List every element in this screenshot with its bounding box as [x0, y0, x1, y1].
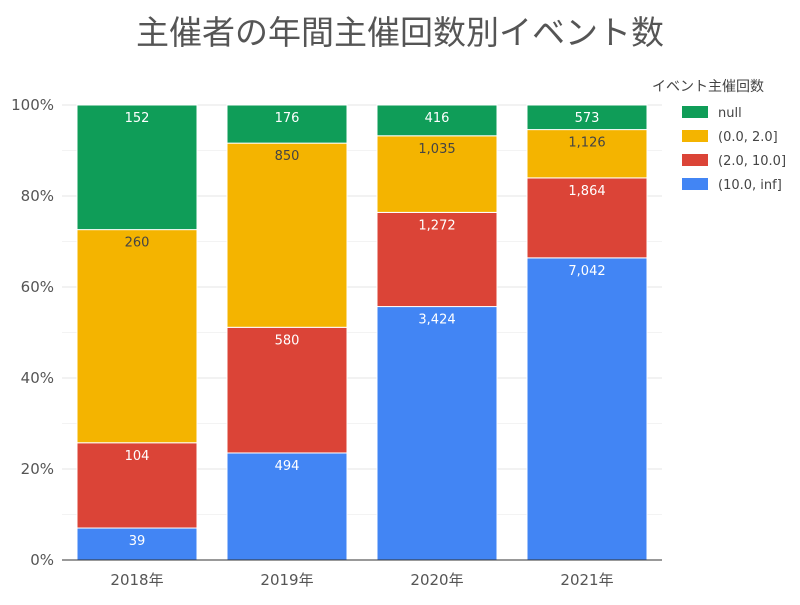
y-tick-label: 20%: [21, 460, 54, 478]
y-tick-label: 60%: [21, 278, 54, 296]
legend: イベント主催回数 null (0.0, 2.0] (2.0, 10.0] (10.0, …: [652, 79, 786, 193]
bar-segment: [226, 452, 348, 561]
data-label: 573: [575, 111, 600, 126]
bar-segment: [76, 229, 198, 444]
legend-label: (2.0, 10.0]: [718, 154, 786, 169]
data-label: 850: [275, 149, 300, 164]
data-label: 152: [125, 111, 150, 126]
bar-segment: [526, 104, 648, 131]
bar-segment: [526, 257, 648, 561]
bar-segment: [226, 104, 348, 144]
data-label: 580: [275, 333, 300, 348]
chart-title: 主催者の年間主催回数別イベント数: [136, 13, 664, 52]
data-label: 1,272: [418, 218, 455, 233]
bar-segment: [226, 326, 348, 454]
x-tick-label: 2018年: [110, 571, 163, 589]
legend-swatch: [682, 154, 708, 166]
bars: [76, 104, 648, 561]
data-label: 104: [125, 449, 150, 464]
legend-swatch: [682, 178, 708, 190]
data-label: 39: [129, 534, 146, 549]
legend-title: イベント主催回数: [652, 79, 764, 95]
bar-segment: [376, 211, 498, 308]
data-label: 176: [275, 111, 300, 126]
data-labels: 39 104 260 152 494 580 850 176 3,424 1,272 1,035 41…: [125, 111, 606, 549]
y-tick-label: 100%: [11, 96, 54, 114]
bar-segment: [76, 104, 198, 231]
bar-segment: [376, 104, 498, 137]
legend-swatch: [682, 130, 708, 142]
bar-segment: [376, 135, 498, 213]
bar-segment: [526, 177, 648, 259]
data-label: 1,126: [568, 136, 605, 151]
data-label: 7,042: [568, 264, 605, 279]
bar-segment: [526, 129, 648, 179]
axes: 0% 20% 40% 60% 80% 100% 2018年 2019年 2020年 2021年: [11, 96, 662, 589]
legend-swatch: [682, 106, 708, 118]
y-tick-label: 0%: [30, 551, 54, 569]
data-label: 1,035: [418, 142, 455, 157]
legend-label: (0.0, 2.0]: [718, 130, 778, 145]
bar-segment: [76, 442, 198, 529]
data-label: 494: [275, 459, 300, 474]
x-tick-label: 2021年: [560, 571, 613, 589]
data-label: 260: [125, 236, 150, 251]
y-tick-label: 40%: [21, 369, 54, 387]
legend-label: (10.0, inf]: [718, 178, 782, 193]
data-label: 3,424: [418, 313, 455, 328]
legend-label: null: [718, 106, 742, 121]
bar-segment: [76, 527, 198, 561]
x-tick-label: 2019年: [260, 571, 313, 589]
data-label: 416: [425, 111, 450, 126]
data-label: 1,864: [568, 184, 605, 199]
bar-segment: [226, 142, 348, 328]
bar-segment: [376, 306, 498, 561]
x-tick-label: 2020年: [410, 571, 463, 589]
y-tick-label: 80%: [21, 187, 54, 205]
